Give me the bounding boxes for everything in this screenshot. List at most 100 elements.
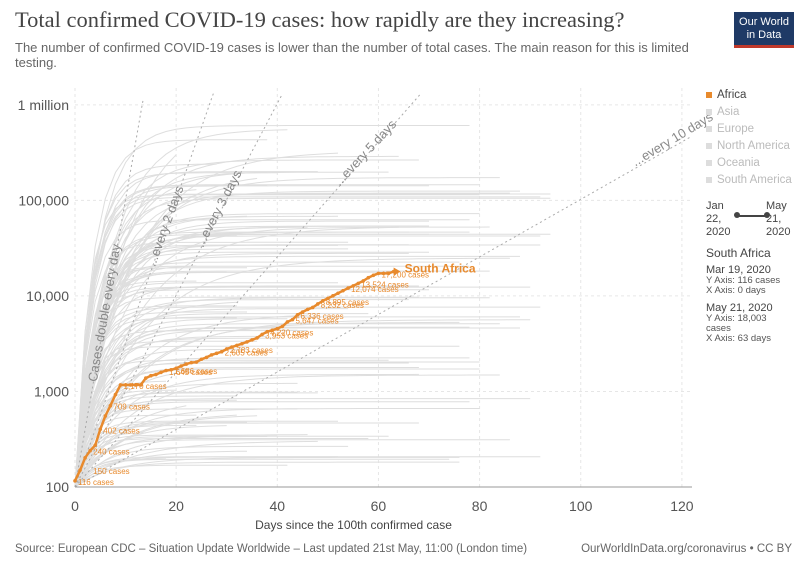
south-africa-point[interactable] <box>240 341 244 346</box>
south-africa-point[interactable] <box>189 360 194 365</box>
south-africa-point[interactable] <box>326 296 330 301</box>
south-africa-point[interactable] <box>108 403 113 408</box>
south-africa-point[interactable] <box>245 340 249 344</box>
legend-item-south-america[interactable]: South America <box>706 172 792 189</box>
south-africa-point[interactable] <box>270 328 275 333</box>
south-africa-point[interactable] <box>275 326 280 331</box>
south-africa-point[interactable] <box>204 355 209 360</box>
south-africa-point[interactable] <box>144 376 148 380</box>
south-africa-point[interactable] <box>199 357 204 362</box>
background-country-line <box>74 445 349 488</box>
south-africa-point[interactable] <box>154 372 158 377</box>
background-country-line <box>74 159 419 488</box>
south-africa-point[interactable] <box>123 383 128 387</box>
south-africa-point[interactable] <box>386 271 391 276</box>
timeline-start-handle[interactable] <box>734 212 740 218</box>
south-africa-point[interactable] <box>351 284 355 288</box>
south-africa-point[interactable] <box>179 364 184 368</box>
south-africa-point[interactable] <box>78 468 82 472</box>
background-country-line <box>74 196 541 488</box>
south-africa-point[interactable] <box>366 275 371 280</box>
south-africa-point[interactable] <box>260 332 264 337</box>
south-africa-point[interactable] <box>209 353 214 357</box>
south-africa-point[interactable] <box>356 281 361 286</box>
south-africa-point[interactable] <box>103 414 108 418</box>
background-country-line <box>74 194 480 488</box>
background-country-line <box>74 171 389 488</box>
legend-item-europe[interactable]: Europe <box>706 121 792 138</box>
south-africa-point[interactable] <box>361 279 366 283</box>
background-country-line <box>74 306 541 488</box>
south-africa-point[interactable] <box>174 366 178 371</box>
south-africa-point[interactable] <box>280 324 285 329</box>
south-africa-point[interactable] <box>224 347 229 351</box>
south-africa-point[interactable] <box>159 370 163 375</box>
timeline-end-year: 2020 <box>766 226 791 238</box>
south-africa-point[interactable] <box>93 443 98 447</box>
south-africa-point[interactable] <box>336 291 340 296</box>
south-africa-line[interactable] <box>73 270 395 482</box>
case-annotation: 1,645 cases <box>169 368 212 377</box>
timeline-end-month: May <box>766 200 787 212</box>
south-africa-point[interactable] <box>229 345 234 349</box>
south-africa-point[interactable] <box>83 456 87 460</box>
south-africa-point[interactable] <box>376 271 381 276</box>
south-africa-point[interactable] <box>381 271 386 276</box>
south-africa-point[interactable] <box>285 320 290 324</box>
south-africa-point[interactable] <box>310 305 315 310</box>
south-africa-point[interactable] <box>98 427 103 432</box>
south-africa-point[interactable] <box>118 383 123 387</box>
timeline-end-handle[interactable] <box>764 212 770 218</box>
background-country-line <box>74 319 531 488</box>
owid-logo[interactable]: Our World in Data <box>734 12 794 48</box>
south-africa-point[interactable] <box>300 310 305 314</box>
south-africa-point[interactable] <box>371 273 376 278</box>
south-africa-point[interactable] <box>128 383 133 387</box>
background-country-line <box>74 235 541 488</box>
south-africa-point[interactable] <box>321 298 325 303</box>
south-africa-point[interactable] <box>290 317 295 322</box>
south-africa-point[interactable] <box>184 362 189 366</box>
doubling-guide-line <box>74 93 283 488</box>
background-country-line <box>74 464 288 488</box>
south-africa-point[interactable] <box>219 349 224 354</box>
timeline-track[interactable] <box>736 215 768 217</box>
case-annotation: 4,220 cases <box>270 329 313 338</box>
south-africa-point[interactable] <box>341 288 345 293</box>
south-africa-point[interactable] <box>295 313 300 317</box>
source-link[interactable]: OurWorldInData.org/coronavirus • CC BY <box>581 543 792 555</box>
south-africa-point[interactable] <box>255 336 259 340</box>
south-africa-point[interactable] <box>194 360 199 364</box>
south-africa-point[interactable] <box>346 286 350 290</box>
legend-item-oceania[interactable]: Oceania <box>706 155 792 172</box>
south-africa-point[interactable] <box>169 367 173 372</box>
south-africa-point[interactable] <box>265 329 269 334</box>
series-end-label[interactable]: South Africa <box>405 262 476 276</box>
background-country-line <box>74 456 541 488</box>
x-axis-label: Days since the 100th confirmed case <box>255 518 452 532</box>
south-africa-point[interactable] <box>113 392 118 397</box>
south-africa-point[interactable] <box>164 368 168 373</box>
legend-item-africa[interactable]: Africa <box>706 87 792 104</box>
south-africa-point[interactable] <box>315 302 320 306</box>
background-country-line <box>74 195 197 488</box>
south-africa-point[interactable] <box>235 343 239 348</box>
south-africa-point[interactable] <box>138 383 143 387</box>
legend-swatch <box>706 91 712 98</box>
south-africa-point[interactable] <box>149 373 153 378</box>
south-africa-point[interactable] <box>250 338 254 342</box>
background-country-line <box>74 177 258 488</box>
info-end-block: May 21, 2020 Y Axis: 18,003 cases X Axis… <box>706 302 806 344</box>
background-country-line <box>74 335 268 488</box>
info-country: South Africa <box>706 246 771 260</box>
south-africa-point[interactable] <box>88 448 92 453</box>
south-africa-point[interactable] <box>214 351 219 356</box>
legend-swatch <box>706 142 712 149</box>
legend-item-asia[interactable]: Asia <box>706 104 792 121</box>
legend-item-north-america[interactable]: North America <box>706 138 792 155</box>
south-africa-point[interactable] <box>331 294 335 298</box>
south-africa-point[interactable] <box>305 307 310 312</box>
south-africa-point[interactable] <box>133 383 138 387</box>
south-africa-point[interactable] <box>73 479 77 483</box>
